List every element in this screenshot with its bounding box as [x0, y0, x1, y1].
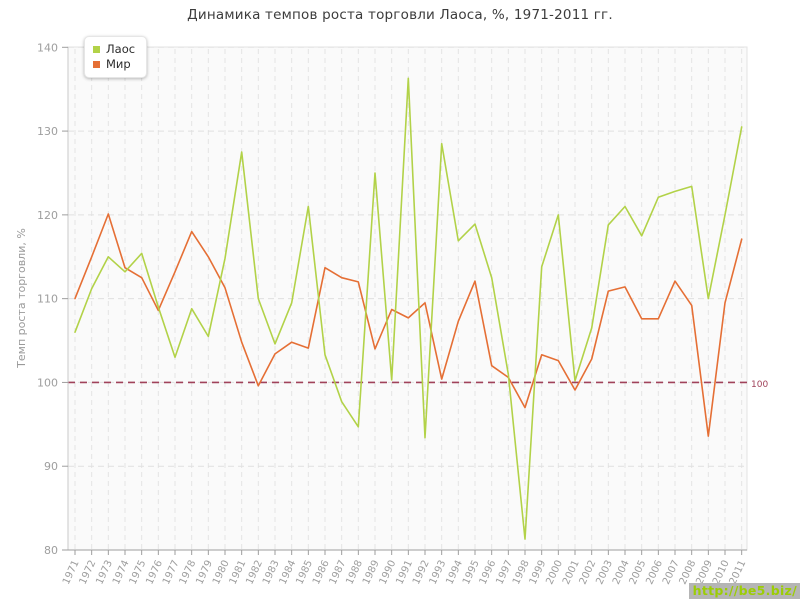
- chart-generated: 80 90 100 110 120 130 140 197119721973197419751…: [37, 41, 748, 586]
- y-tick-label: 140: [37, 41, 58, 54]
- y-tick-label: 120: [37, 209, 58, 222]
- mir-series-swatch-icon: [93, 61, 100, 68]
- y-tick-label: 100: [37, 376, 58, 389]
- laos-series-line: [74, 77, 743, 540]
- legend-item-laos: Лаос: [93, 42, 135, 57]
- baseline-label: 100: [751, 380, 768, 390]
- y-tick-label: 90: [44, 460, 58, 473]
- mir-series-line: [74, 213, 743, 437]
- y-axis-ticks: 80 90 100 110 120 130 140: [37, 41, 68, 557]
- y-axis-title: Темп роста торговли, %: [15, 228, 28, 369]
- legend-item-mir: Мир: [93, 57, 135, 72]
- legend-label-mir: Мир: [106, 57, 131, 71]
- chart-legend: Лаос Мир: [84, 36, 148, 78]
- laos-series-swatch-icon: [93, 46, 100, 53]
- x-axis-ticks: 1971197219731974197519761977197819791980…: [61, 550, 748, 586]
- y-tick-label: 130: [37, 125, 58, 138]
- y-tick-label: 110: [37, 293, 58, 306]
- chart-title: Динамика темпов роста торговли Лаоса, %,…: [187, 7, 613, 23]
- y-tick-label: 80: [44, 544, 58, 557]
- watermark-link[interactable]: http://be5.biz/: [688, 583, 800, 599]
- legend-label-laos: Лаос: [106, 42, 136, 56]
